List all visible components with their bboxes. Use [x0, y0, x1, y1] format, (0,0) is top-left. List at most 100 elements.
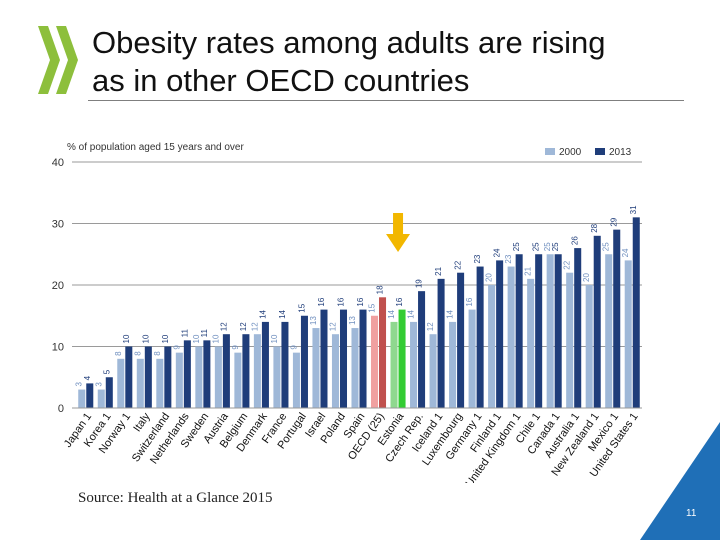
data-label-2013-8: 12	[239, 322, 248, 331]
bar-2000-23	[527, 278, 535, 408]
bar-2000-6	[195, 346, 203, 408]
bar-2000-27	[605, 254, 613, 408]
data-label-2013-2: 10	[122, 334, 131, 343]
bar-2000-25	[566, 272, 574, 408]
slide-title-line-2: as in other OECD countries	[92, 63, 470, 98]
bar-2000-9	[253, 334, 261, 408]
data-label-2013-17: 19	[415, 279, 424, 288]
data-label-2013-27: 29	[610, 217, 619, 226]
data-label-2000-7: 10	[211, 334, 220, 343]
bar-2013-22	[515, 254, 523, 408]
y-tick-label-40: 40	[52, 157, 64, 169]
bar-2013-1	[105, 377, 113, 408]
data-label-2000-13: 12	[328, 322, 337, 331]
title-divider	[88, 100, 684, 101]
data-label-2013-14: 16	[356, 297, 365, 306]
data-label-2000-25: 22	[563, 260, 572, 269]
bar-2013-5	[183, 340, 191, 408]
data-label-2000-28: 24	[621, 248, 630, 257]
marker-arrow	[386, 213, 411, 252]
bar-2000-17	[410, 321, 418, 408]
bar-2000-18	[429, 334, 437, 408]
data-label-2013-19: 22	[454, 260, 463, 269]
data-label-2000-4: 8	[153, 351, 162, 356]
data-label-2000-17: 14	[407, 309, 416, 318]
data-label-2013-0: 4	[83, 375, 92, 380]
data-label-2013-21: 24	[493, 248, 502, 257]
bar-2000-13	[331, 334, 339, 408]
page-number: 11	[686, 508, 697, 519]
bar-2013-14	[359, 309, 367, 408]
bar-2013-18	[437, 278, 445, 408]
data-label-2000-24: 25	[543, 242, 552, 251]
data-label-2013-1: 5	[102, 369, 111, 374]
data-label-2013-16: 16	[395, 297, 404, 306]
data-label-2000-10: 10	[270, 334, 279, 343]
slide-title: Obesity rates among adults are rising as…	[92, 24, 672, 100]
bar-2013-12	[320, 309, 328, 408]
legend-swatch-2000	[545, 148, 555, 155]
logo-chevron-right	[56, 26, 78, 94]
data-label-2013-11: 15	[297, 303, 306, 312]
bar-2013-8	[242, 334, 250, 408]
y-tick-label-0: 0	[58, 403, 64, 415]
bar-2013-26	[593, 235, 601, 408]
data-label-2013-28: 31	[629, 205, 638, 214]
bar-2013-23	[535, 254, 543, 408]
data-label-2000-22: 23	[504, 254, 513, 263]
logo-chevron-left	[38, 26, 60, 94]
data-label-2000-15: 15	[368, 303, 377, 312]
bar-2013-15	[379, 297, 387, 408]
y-tick-label-10: 10	[52, 342, 64, 354]
bar-2000-21	[488, 285, 496, 408]
data-label-2013-7: 12	[219, 322, 228, 331]
bar-2000-19	[449, 321, 457, 408]
data-label-2000-16: 14	[387, 309, 396, 318]
obesity-bar-chart: 0 10 20 30 40% of population aged 15 years a…	[52, 142, 642, 483]
bar-2013-28	[632, 217, 640, 408]
bar-2013-16	[398, 309, 406, 408]
bar-2013-7	[222, 334, 230, 408]
legend-label-2000: 2000	[559, 147, 582, 158]
data-label-2013-20: 23	[473, 254, 482, 263]
y-tick-label-20: 20	[52, 280, 64, 292]
bar-2013-24	[554, 254, 562, 408]
data-label-2000-11: 9	[289, 345, 298, 350]
bar-2013-27	[613, 229, 621, 408]
bar-2013-20	[476, 266, 484, 408]
source-note: Source: Health at a Glance 2015	[78, 490, 273, 506]
bar-2013-11	[300, 315, 308, 408]
bar-2000-22	[507, 266, 515, 408]
data-label-2013-22: 25	[512, 242, 521, 251]
bar-2013-13	[339, 309, 348, 408]
data-label-2000-18: 12	[426, 322, 435, 331]
y-tick-label-30: 30	[52, 219, 64, 231]
bar-2000-28	[624, 260, 632, 408]
data-label-2000-27: 25	[602, 242, 611, 251]
bar-2013-6	[203, 340, 211, 408]
bar-2013-2	[125, 346, 133, 408]
bar-2000-8	[234, 352, 242, 408]
bar-2013-17	[418, 291, 426, 408]
bar-2000-5	[175, 352, 183, 408]
data-label-2000-19: 14	[446, 309, 455, 318]
data-label-2000-9: 12	[250, 322, 259, 331]
data-label-2013-24: 25	[551, 242, 560, 251]
bar-2000-20	[468, 309, 476, 408]
bar-2013-9	[261, 321, 269, 408]
bar-2013-0	[86, 383, 94, 408]
data-label-2000-3: 8	[133, 351, 142, 356]
data-label-2000-6: 10	[192, 334, 201, 343]
data-label-2000-0: 3	[75, 382, 84, 387]
data-label-2013-4: 10	[161, 334, 170, 343]
legend-label-2013: 2013	[609, 147, 632, 158]
bar-2013-19	[457, 272, 465, 408]
data-label-2013-23: 25	[532, 242, 541, 251]
slide-title-line-1: Obesity rates among adults are rising	[92, 25, 606, 60]
data-label-2013-15: 18	[376, 285, 385, 294]
data-label-2000-1: 3	[94, 382, 103, 387]
data-label-2000-5: 9	[172, 345, 181, 350]
data-label-2013-25: 26	[571, 236, 580, 245]
data-label-2013-9: 14	[258, 309, 267, 318]
data-label-2000-12: 13	[309, 316, 318, 325]
